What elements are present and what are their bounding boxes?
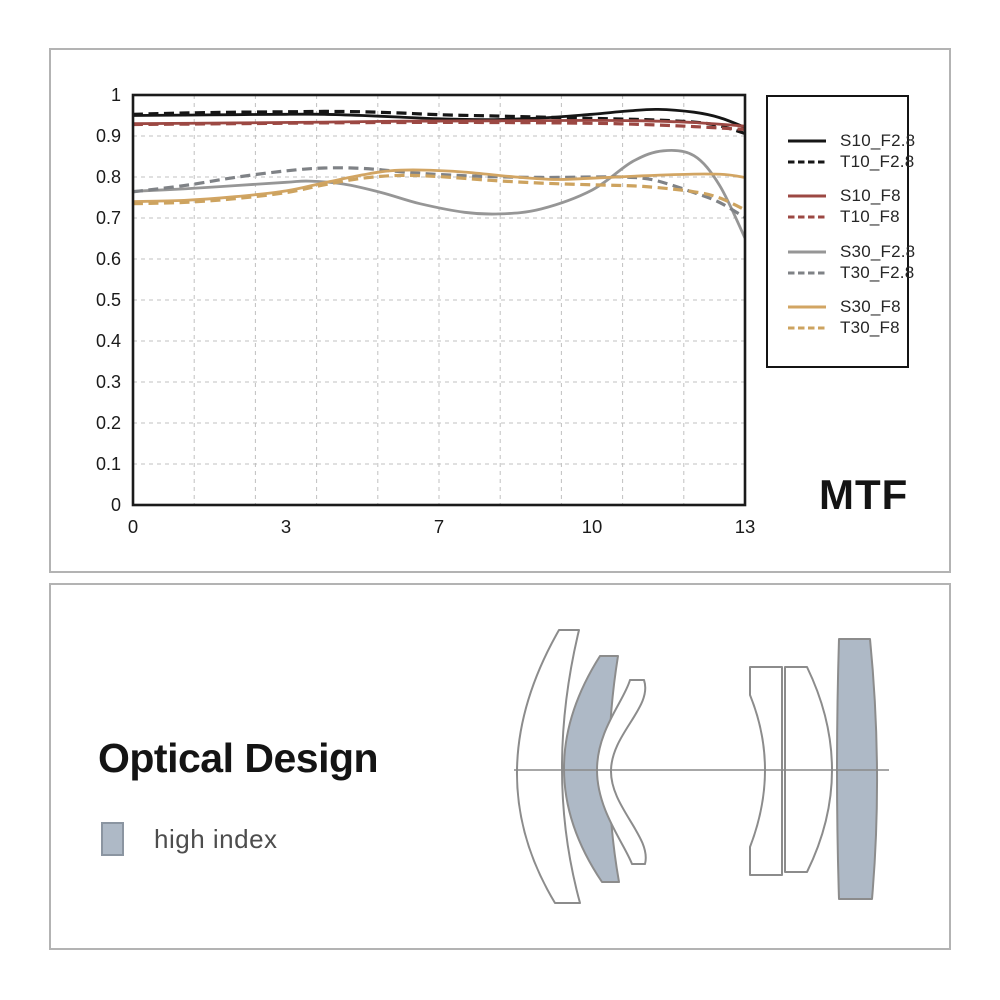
legend-line-swatch xyxy=(788,305,826,309)
y-tick-label: 0.1 xyxy=(96,454,121,474)
legend-line-swatch xyxy=(788,250,826,254)
lens-element-1 xyxy=(516,629,581,904)
high-index-label: high index xyxy=(154,823,278,854)
y-tick-label: 0.8 xyxy=(96,167,121,187)
mtf-title: MTF xyxy=(819,471,909,518)
legend-item: S30_F2.8 xyxy=(787,242,916,261)
legend-item-label: T10_F2.8 xyxy=(840,152,915,171)
optical-design-title: Optical Design xyxy=(98,735,379,781)
lens-element-4 xyxy=(749,666,783,876)
legend-item-label: S10_F8 xyxy=(840,186,901,205)
legend-line-swatch xyxy=(788,271,826,275)
mtf-panel: 1 0.9 0.8 0.7 0.6 0.5 0.4 0.3 0.2 0.1 0 0 3 7 10 13 S10… xyxy=(49,48,951,573)
legend-item-label: T30_F8 xyxy=(840,318,900,337)
legend-item: S30_F8 xyxy=(787,297,901,316)
y-tick-label: 0 xyxy=(111,495,121,515)
x-tick-label: 13 xyxy=(735,516,756,537)
legend-item: T10_F2.8 xyxy=(787,152,915,171)
x-tick-label: 7 xyxy=(434,516,444,537)
legend-item: S10_F2.8 xyxy=(787,131,916,150)
lens-diagram xyxy=(514,629,889,904)
legend-item: T10_F8 xyxy=(787,207,900,226)
high-index-swatch xyxy=(101,822,124,856)
legend-item-label: S30_F2.8 xyxy=(840,242,916,261)
legend-item-label: S30_F8 xyxy=(840,297,901,316)
y-tick-label: 0.3 xyxy=(96,372,121,392)
x-tick-label: 0 xyxy=(128,516,138,537)
legend-item: T30_F8 xyxy=(787,318,900,337)
mtf-chart: 1 0.9 0.8 0.7 0.6 0.5 0.4 0.3 0.2 0.1 00 3 7 10 13 xyxy=(96,85,756,537)
chart-legend: S10_F2.8 T10_F2.8 S10_F8 T10_F8 S30_F2.8… xyxy=(766,95,915,368)
legend-item: T30_F2.8 xyxy=(787,263,915,282)
legend-item-label: T10_F8 xyxy=(840,207,900,226)
y-tick-label: 0.5 xyxy=(96,290,121,310)
lens-element-6 xyxy=(836,638,879,900)
legend-line-swatch xyxy=(788,194,826,198)
legend-item-label: T30_F2.8 xyxy=(840,263,915,282)
y-tick-label: 0.2 xyxy=(96,413,121,433)
legend-line-swatch xyxy=(788,326,826,330)
y-tick-label: 0.4 xyxy=(96,331,121,351)
optical-design-panel: Optical Design high index xyxy=(49,583,951,950)
legend-line-swatch xyxy=(788,139,826,143)
high-index-legend: high index xyxy=(101,822,278,856)
y-tick-label: 0.7 xyxy=(96,208,121,228)
x-tick-label: 3 xyxy=(281,516,291,537)
y-tick-label: 0.9 xyxy=(96,126,121,146)
legend-item-label: S10_F2.8 xyxy=(840,131,916,150)
y-tick-label: 1 xyxy=(111,85,121,105)
legend-line-swatch xyxy=(788,215,826,219)
y-tick-label: 0.6 xyxy=(96,249,121,269)
x-tick-label: 10 xyxy=(582,516,603,537)
legend-item: S10_F8 xyxy=(787,186,901,205)
lens-element-3 xyxy=(596,679,647,865)
legend-line-swatch xyxy=(788,160,826,164)
